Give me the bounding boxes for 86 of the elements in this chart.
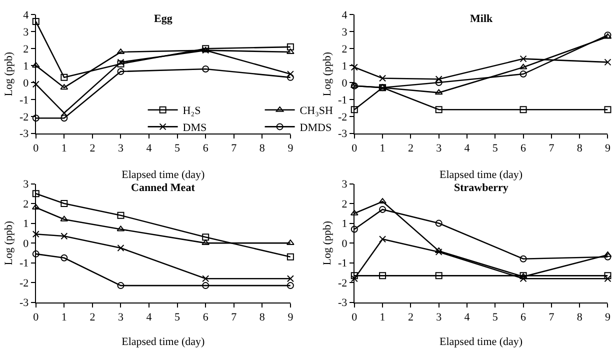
- x-axis-title: Elapsed time (day): [122, 168, 206, 181]
- x-tick-label: 1: [380, 312, 386, 324]
- x-tick-label: 2: [408, 142, 414, 155]
- x-tick-label: 8: [576, 312, 583, 324]
- y-tick-label: 0: [342, 238, 348, 250]
- y-tick-label: -3: [20, 297, 30, 310]
- y-axis-title: Log (ppb): [322, 52, 334, 96]
- y-tick-label: 3: [23, 26, 30, 39]
- x-tick-label: 0: [352, 312, 358, 324]
- chart-title: Egg: [154, 13, 173, 25]
- x-tick-label: 5: [174, 142, 181, 155]
- x-tick-label: 6: [202, 142, 209, 155]
- x-tick-label: 1: [61, 142, 67, 155]
- x-axis-title: Elapsed time (day): [440, 168, 523, 181]
- y-tick-label: -2: [20, 111, 29, 124]
- y-tick-label: 3: [342, 178, 348, 191]
- x-tick-label: 9: [288, 312, 294, 324]
- legend-label: CH₃SH: [300, 105, 334, 118]
- x-tick-label: 7: [548, 312, 555, 324]
- x-tick-label: 1: [380, 142, 386, 155]
- y-tick-label: 2: [23, 198, 29, 210]
- y-axis-title: Log (ppb): [3, 52, 16, 96]
- chart-title: Canned Meat: [131, 182, 196, 194]
- y-tick-label: -2: [338, 111, 348, 124]
- y-tick-label: 2: [342, 198, 348, 210]
- y-tick-label: -2: [338, 277, 348, 290]
- x-tick-label: 6: [520, 142, 527, 155]
- x-tick-label: 2: [90, 142, 96, 155]
- x-tick-label: 9: [288, 142, 294, 155]
- y-tick-label: 1: [23, 218, 29, 230]
- x-tick-label: 8: [259, 142, 266, 155]
- x-tick-label: 6: [520, 312, 527, 324]
- x-tick-label: 3: [118, 312, 124, 324]
- x-axis-title: Elapsed time (day): [122, 336, 206, 348]
- y-tick-label: -1: [20, 258, 29, 270]
- y-tick-label: 3: [342, 26, 348, 39]
- y-tick-label: -2: [20, 277, 29, 290]
- y-tick-label: 3: [23, 178, 30, 191]
- x-tick-label: 7: [231, 142, 238, 155]
- x-tick-label: 1: [61, 312, 67, 324]
- y-tick-label: -3: [338, 128, 348, 140]
- x-tick-label: 4: [146, 312, 152, 324]
- x-tick-label: 2: [408, 312, 414, 324]
- x-tick-label: 0: [33, 312, 40, 324]
- legend-label: DMDS: [300, 122, 332, 134]
- x-tick-label: 4: [464, 312, 470, 324]
- y-tick-label: -1: [338, 258, 348, 270]
- x-tick-label: 2: [90, 312, 96, 324]
- chart-title: Strawberry: [454, 182, 509, 194]
- x-tick-label: 0: [352, 142, 358, 155]
- legend-label: H₂S: [182, 105, 201, 118]
- y-tick-label: -1: [20, 94, 29, 106]
- x-tick-label: 7: [231, 312, 238, 324]
- x-tick-label: 5: [174, 312, 181, 324]
- x-tick-label: 5: [492, 312, 498, 324]
- y-tick-label: 4: [342, 10, 348, 22]
- y-tick-label: 1: [342, 218, 348, 230]
- x-axis-title: Elapsed time (day): [440, 336, 523, 348]
- y-tick-label: -3: [20, 128, 30, 140]
- y-tick-label: 1: [23, 60, 29, 72]
- x-tick-label: 4: [146, 142, 152, 155]
- x-tick-label: 0: [33, 142, 40, 155]
- y-tick-label: 0: [342, 77, 348, 90]
- y-tick-label: 2: [342, 43, 348, 56]
- x-tick-label: 3: [436, 142, 442, 155]
- x-tick-label: 6: [202, 312, 209, 324]
- x-tick-label: 3: [118, 142, 124, 155]
- x-tick-label: 8: [576, 142, 583, 155]
- y-tick-label: 0: [23, 238, 30, 250]
- y-tick-label: 4: [23, 10, 30, 22]
- x-tick-label: 8: [259, 312, 266, 324]
- x-tick-label: 7: [548, 142, 555, 155]
- y-axis-title: Log (ppb): [3, 220, 16, 266]
- y-tick-label: 1: [342, 60, 348, 72]
- x-tick-label: 3: [436, 312, 442, 324]
- y-axis-title: Log (ppb): [322, 220, 334, 266]
- x-tick-label: 5: [492, 142, 498, 155]
- x-tick-label: 4: [464, 142, 470, 155]
- x-tick-label: 9: [604, 312, 611, 324]
- y-tick-label: -3: [338, 297, 348, 310]
- x-tick-label: 9: [604, 142, 611, 155]
- legend-label: DMS: [182, 122, 207, 134]
- y-tick-label: -1: [338, 94, 348, 106]
- y-tick-label: 2: [23, 43, 29, 56]
- y-tick-label: 0: [23, 77, 30, 90]
- chart-title: Milk: [470, 13, 494, 25]
